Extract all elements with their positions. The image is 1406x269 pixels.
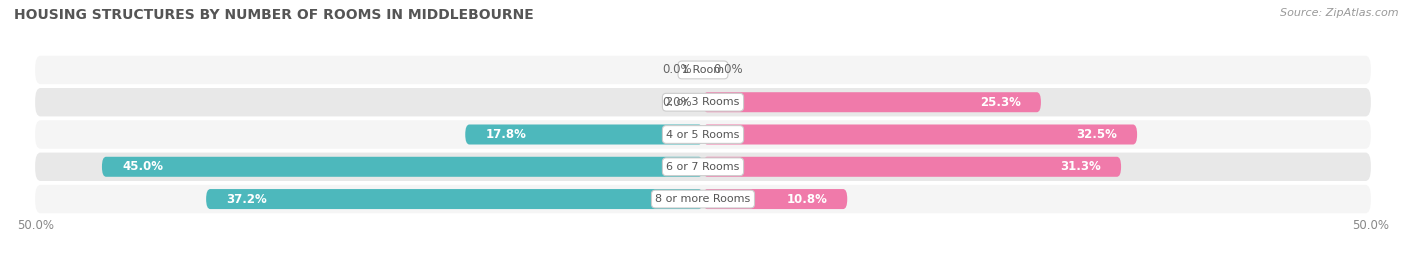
FancyBboxPatch shape	[101, 157, 703, 177]
Text: HOUSING STRUCTURES BY NUMBER OF ROOMS IN MIDDLEBOURNE: HOUSING STRUCTURES BY NUMBER OF ROOMS IN…	[14, 8, 534, 22]
Text: 0.0%: 0.0%	[662, 63, 692, 76]
FancyBboxPatch shape	[35, 120, 1371, 149]
FancyBboxPatch shape	[35, 153, 1371, 181]
Text: 0.0%: 0.0%	[662, 96, 692, 109]
Text: Source: ZipAtlas.com: Source: ZipAtlas.com	[1281, 8, 1399, 18]
Text: 45.0%: 45.0%	[122, 160, 163, 173]
Text: 6 or 7 Rooms: 6 or 7 Rooms	[666, 162, 740, 172]
FancyBboxPatch shape	[35, 56, 1371, 84]
FancyBboxPatch shape	[35, 185, 1371, 213]
Text: 17.8%: 17.8%	[485, 128, 526, 141]
Text: 8 or more Rooms: 8 or more Rooms	[655, 194, 751, 204]
FancyBboxPatch shape	[35, 88, 1371, 116]
Text: 2 or 3 Rooms: 2 or 3 Rooms	[666, 97, 740, 107]
FancyBboxPatch shape	[465, 125, 703, 144]
FancyBboxPatch shape	[207, 189, 703, 209]
Text: 1 Room: 1 Room	[682, 65, 724, 75]
Text: 37.2%: 37.2%	[226, 193, 267, 206]
Text: 32.5%: 32.5%	[1076, 128, 1118, 141]
FancyBboxPatch shape	[703, 125, 1137, 144]
FancyBboxPatch shape	[703, 157, 1121, 177]
Text: 0.0%: 0.0%	[714, 63, 744, 76]
FancyBboxPatch shape	[703, 189, 848, 209]
FancyBboxPatch shape	[703, 92, 1040, 112]
Text: 10.8%: 10.8%	[786, 193, 827, 206]
Text: 31.3%: 31.3%	[1060, 160, 1101, 173]
Text: 4 or 5 Rooms: 4 or 5 Rooms	[666, 129, 740, 140]
Text: 25.3%: 25.3%	[980, 96, 1021, 109]
